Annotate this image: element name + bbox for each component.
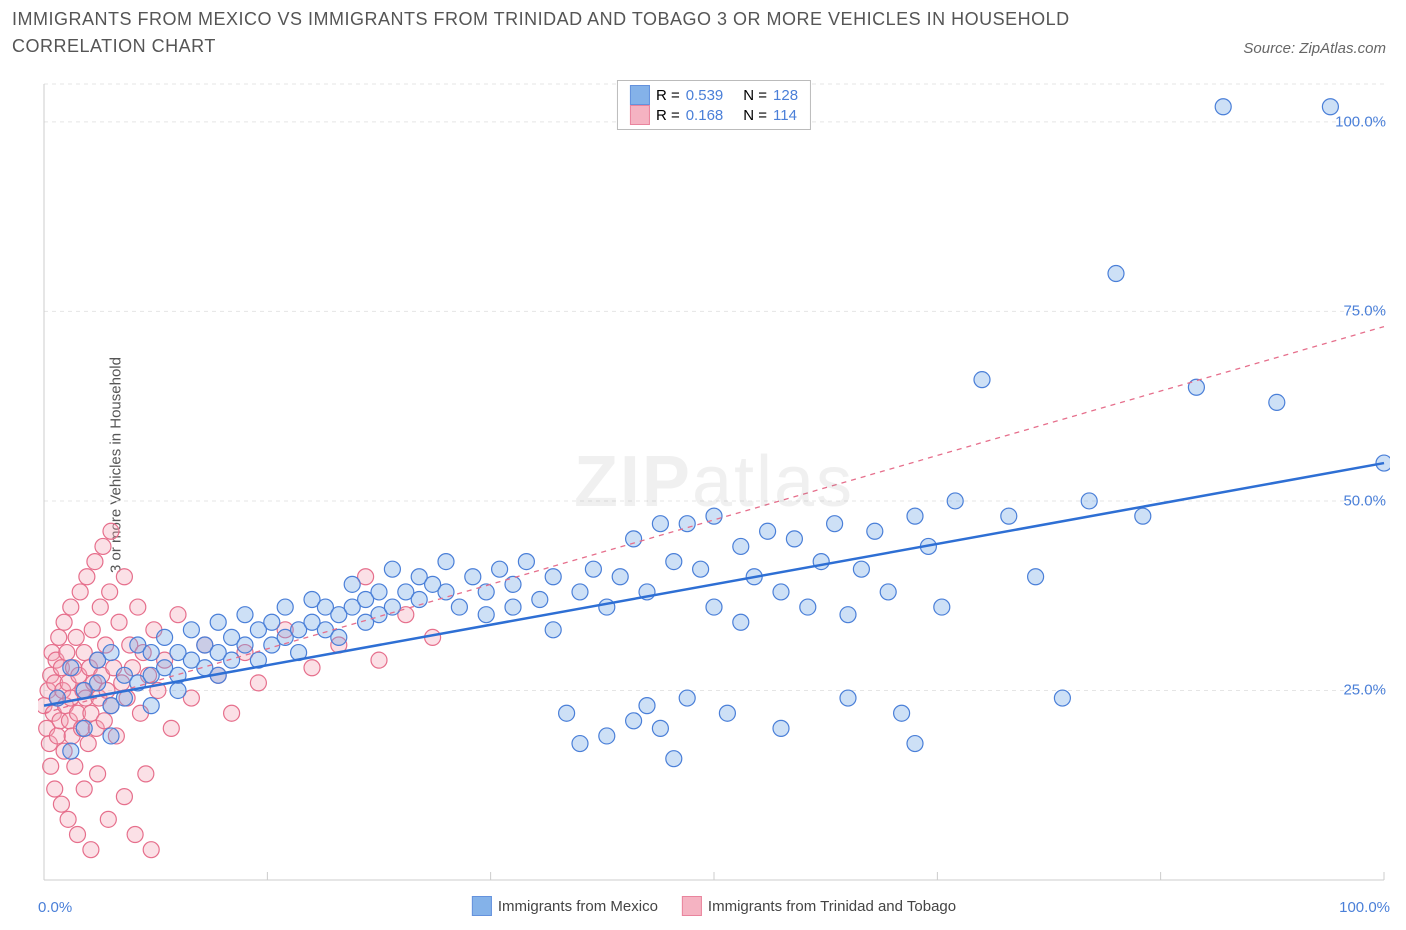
swatch-trinidad: [630, 105, 650, 125]
y-tick-label: 50.0%: [1343, 492, 1386, 509]
legend-label-mexico: Immigrants from Mexico: [498, 898, 658, 915]
scatter-chart: ZIPatlas R = 0.539 N = 128 R = 0.168 N =…: [38, 78, 1390, 886]
series-legend: Immigrants from Mexico Immigrants from T…: [472, 896, 956, 916]
legend-label-trinidad: Immigrants from Trinidad and Tobago: [708, 898, 956, 915]
legend-item-mexico: Immigrants from Mexico: [472, 896, 658, 916]
stats-legend: R = 0.539 N = 128 R = 0.168 N = 114: [617, 80, 811, 130]
chart-title: IMMIGRANTS FROM MEXICO VS IMMIGRANTS FRO…: [12, 6, 1142, 60]
n-label: N =: [743, 87, 767, 104]
x-max-label: 100.0%: [1339, 899, 1390, 916]
y-tick-label: 75.0%: [1343, 303, 1386, 320]
legend-item-trinidad: Immigrants from Trinidad and Tobago: [682, 896, 956, 916]
n-value-trinidad: 114: [773, 107, 797, 124]
r-value-trinidad: 0.168: [686, 107, 724, 124]
swatch-mexico-icon: [472, 896, 492, 916]
x-min-label: 0.0%: [38, 899, 72, 916]
n-value-mexico: 128: [773, 87, 798, 104]
swatch-trinidad-icon: [682, 896, 702, 916]
chart-svg: [38, 78, 1390, 886]
r-value-mexico: 0.539: [686, 87, 724, 104]
r-label: R =: [656, 87, 680, 104]
y-tick-label: 25.0%: [1343, 682, 1386, 699]
swatch-mexico: [630, 85, 650, 105]
r-label: R =: [656, 107, 680, 124]
y-tick-label: 100.0%: [1335, 113, 1386, 130]
source-label: Source:: [1243, 40, 1299, 57]
stats-row-trinidad: R = 0.168 N = 114: [630, 105, 798, 125]
source-name: ZipAtlas.com: [1299, 40, 1386, 57]
n-label: N =: [743, 107, 767, 124]
stats-row-mexico: R = 0.539 N = 128: [630, 85, 798, 105]
source-credit: Source: ZipAtlas.com: [1243, 40, 1386, 57]
